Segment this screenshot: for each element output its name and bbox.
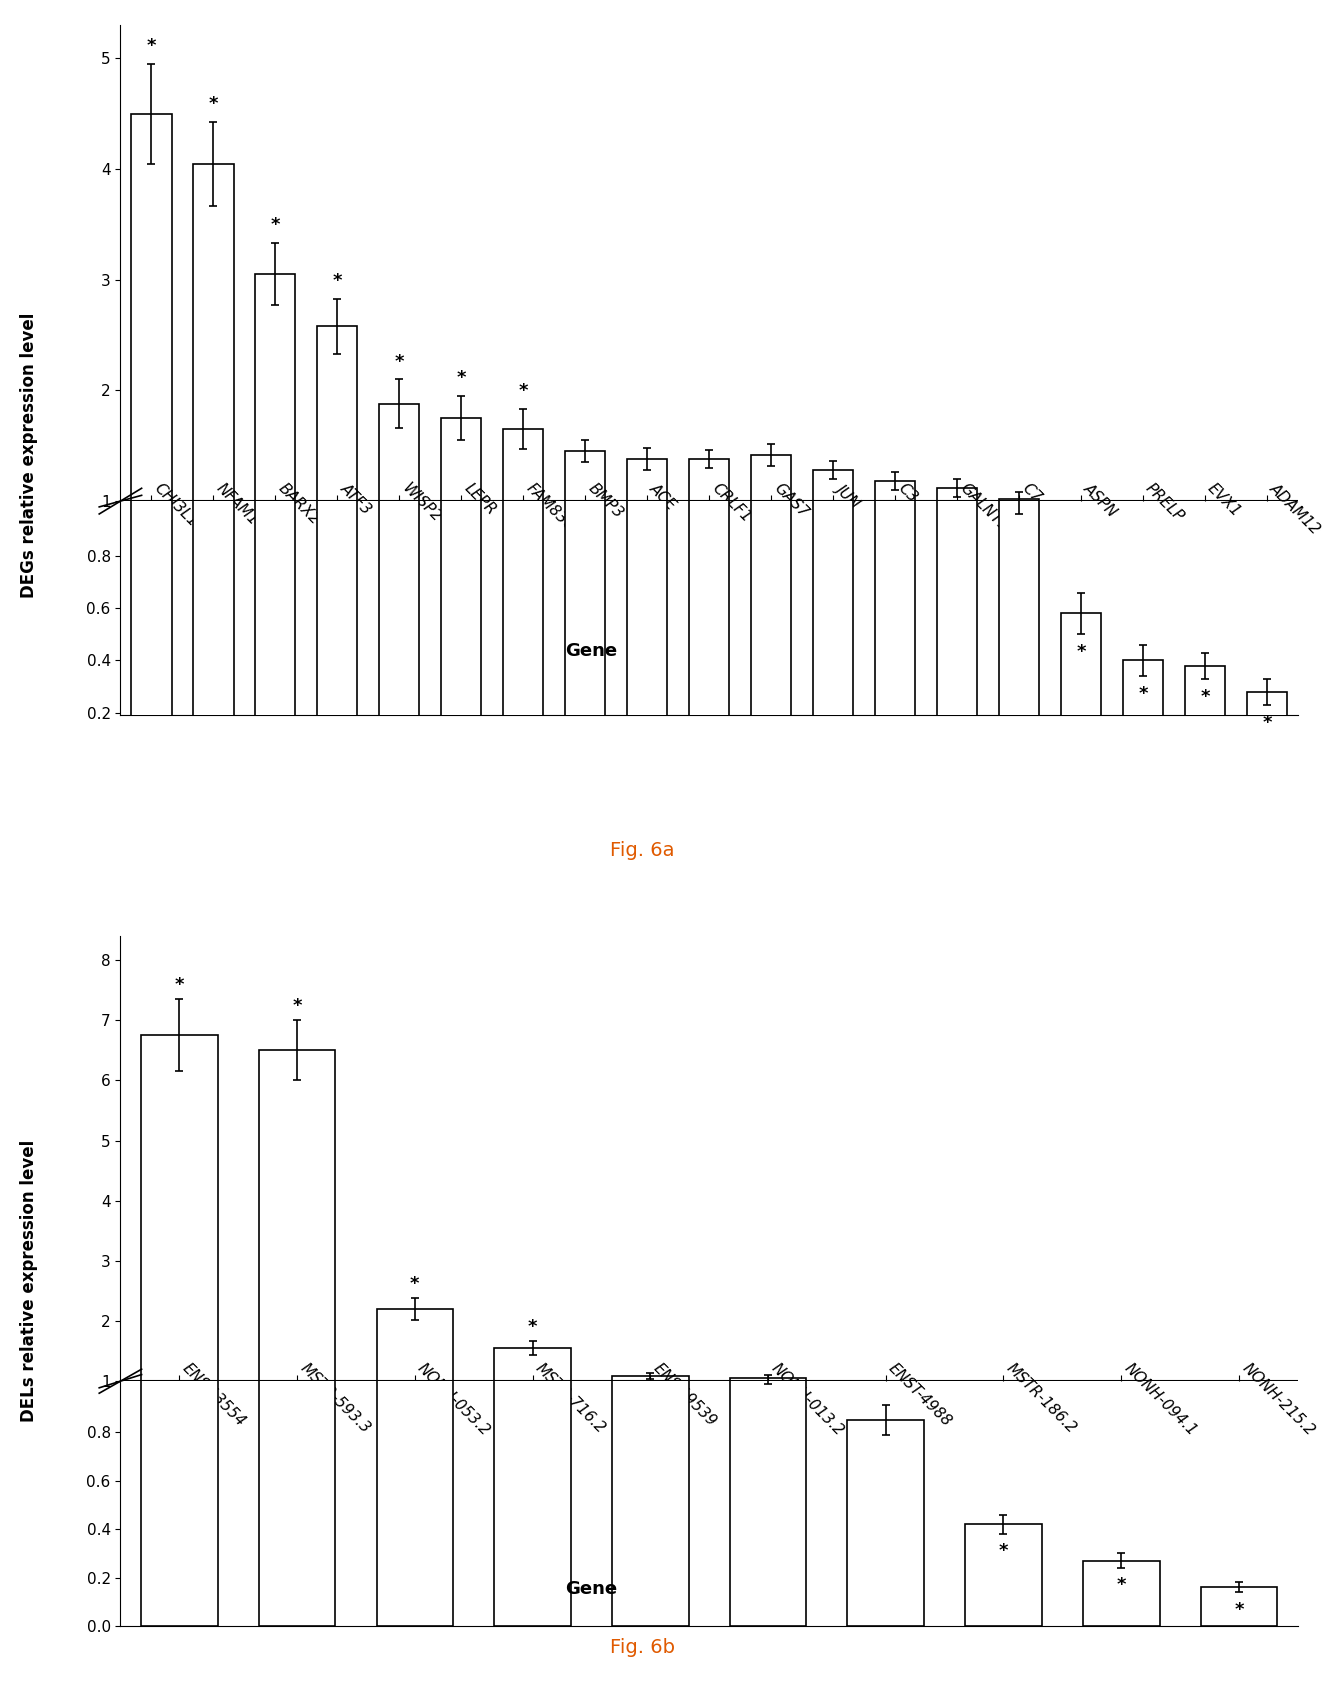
Bar bbox=[379, 404, 419, 612]
Bar bbox=[503, 430, 543, 612]
Text: *: * bbox=[1234, 1601, 1244, 1619]
Bar bbox=[689, 404, 729, 765]
Bar bbox=[193, 163, 234, 612]
Bar bbox=[628, 458, 668, 612]
Bar bbox=[1123, 568, 1163, 612]
Bar bbox=[256, 0, 296, 765]
Bar bbox=[1061, 548, 1101, 612]
Text: Fig. 6a: Fig. 6a bbox=[610, 841, 674, 861]
Bar bbox=[131, 115, 171, 612]
Bar bbox=[875, 457, 915, 765]
Bar bbox=[442, 418, 482, 612]
Bar bbox=[376, 1094, 454, 1626]
Bar bbox=[376, 1309, 454, 1441]
Bar bbox=[193, 0, 234, 765]
Bar bbox=[1082, 1426, 1160, 1441]
Bar bbox=[847, 1420, 925, 1626]
Text: *: * bbox=[1116, 1577, 1127, 1594]
Text: Fig. 6b: Fig. 6b bbox=[610, 1638, 674, 1658]
Bar bbox=[317, 91, 357, 765]
Text: Gene: Gene bbox=[566, 1581, 617, 1599]
Bar bbox=[814, 470, 854, 612]
Text: Gene: Gene bbox=[566, 642, 617, 661]
Bar bbox=[937, 489, 977, 612]
Bar bbox=[256, 275, 296, 612]
Text: *: * bbox=[998, 1542, 1009, 1560]
Bar bbox=[611, 1365, 689, 1626]
Text: *: * bbox=[409, 1276, 420, 1294]
Text: *: * bbox=[395, 352, 404, 371]
Bar bbox=[1200, 1587, 1278, 1626]
Bar bbox=[503, 334, 543, 765]
Bar bbox=[1123, 661, 1163, 765]
Bar bbox=[140, 0, 218, 1626]
Bar bbox=[1082, 1560, 1160, 1626]
Text: DEGs relative expression level: DEGs relative expression level bbox=[20, 312, 39, 598]
Bar bbox=[875, 482, 915, 612]
Bar bbox=[317, 327, 357, 612]
Bar bbox=[565, 386, 605, 765]
Bar bbox=[494, 1348, 571, 1441]
Bar bbox=[1061, 613, 1101, 765]
Bar bbox=[442, 308, 482, 765]
Text: *: * bbox=[1262, 714, 1271, 731]
Bar bbox=[965, 1525, 1042, 1626]
Bar bbox=[628, 404, 668, 765]
Bar bbox=[1200, 1432, 1278, 1441]
Bar bbox=[689, 458, 729, 612]
Text: *: * bbox=[292, 998, 302, 1016]
Bar bbox=[1184, 570, 1226, 612]
Bar bbox=[565, 452, 605, 612]
Text: *: * bbox=[456, 369, 466, 388]
Bar bbox=[258, 1050, 336, 1441]
Text: *: * bbox=[209, 94, 218, 113]
Bar bbox=[729, 1372, 807, 1626]
Text: *: * bbox=[527, 1318, 538, 1336]
Text: *: * bbox=[519, 382, 529, 401]
Bar bbox=[131, 0, 171, 765]
Bar bbox=[611, 1377, 689, 1441]
Bar bbox=[751, 394, 791, 765]
Bar bbox=[751, 455, 791, 612]
Text: *: * bbox=[1076, 644, 1085, 662]
Bar bbox=[1247, 693, 1287, 765]
Text: *: * bbox=[1200, 687, 1210, 706]
Bar bbox=[937, 472, 977, 765]
Bar bbox=[140, 1035, 218, 1441]
Bar bbox=[847, 1390, 925, 1441]
Text: *: * bbox=[333, 271, 343, 290]
Text: *: * bbox=[270, 216, 280, 234]
Bar bbox=[729, 1378, 807, 1441]
Bar bbox=[814, 431, 854, 765]
Bar bbox=[379, 275, 419, 765]
Bar bbox=[999, 499, 1040, 612]
Bar bbox=[258, 51, 336, 1626]
Text: *: * bbox=[1139, 686, 1148, 703]
Bar bbox=[1184, 666, 1226, 765]
Bar bbox=[965, 1415, 1042, 1441]
Text: *: * bbox=[147, 37, 157, 56]
Text: *: * bbox=[174, 976, 185, 994]
Text: DELs relative expression level: DELs relative expression level bbox=[20, 1139, 39, 1422]
Bar bbox=[494, 1250, 571, 1626]
Bar bbox=[999, 499, 1040, 765]
Bar bbox=[1247, 581, 1287, 612]
